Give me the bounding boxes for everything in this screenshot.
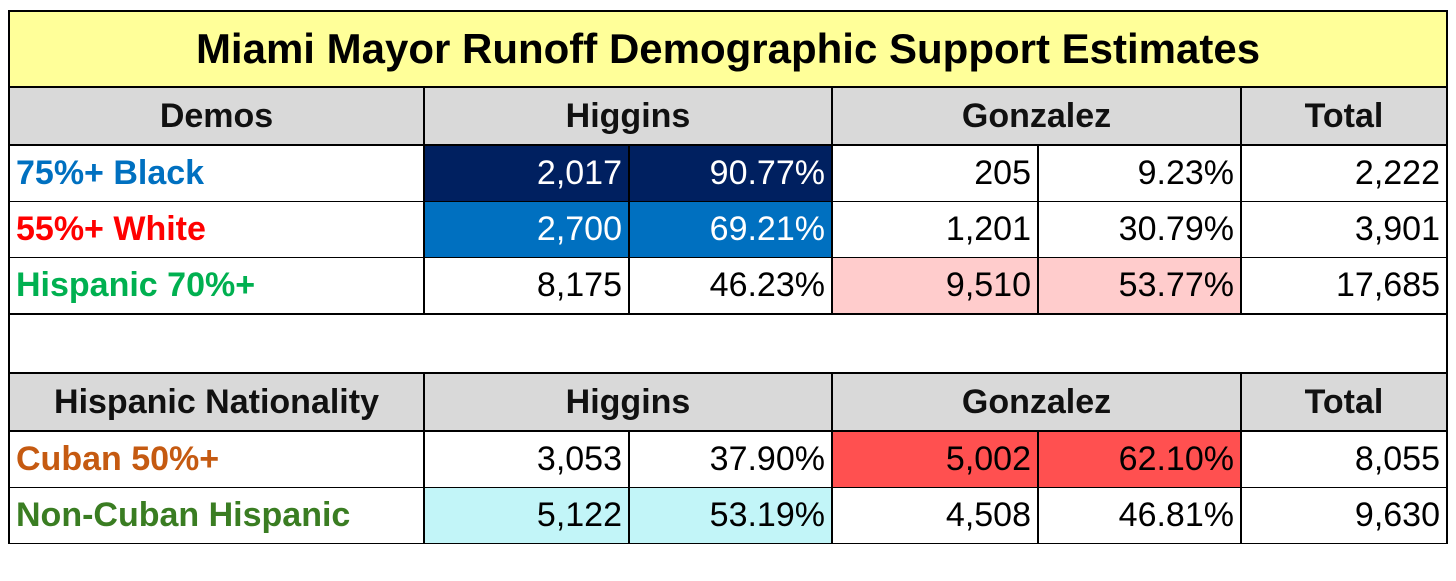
- row-label: Non-Cuban Hispanic: [8, 487, 425, 544]
- data-cell: 8,175: [423, 257, 630, 315]
- data-cell: 4,508: [831, 487, 1039, 544]
- row-label: 55%+ White: [8, 201, 425, 258]
- data-row: Cuban 50%+ 3,053 37.90% 5,002 62.10% 8,055: [8, 430, 1449, 488]
- data-cell: 205: [831, 144, 1039, 202]
- header-cell: Total: [1239, 372, 1449, 432]
- data-cell: 2,222: [1239, 144, 1449, 202]
- data-cell: 2,017: [423, 144, 630, 202]
- data-cell: 5,122: [423, 487, 630, 544]
- spacer-row: [7, 313, 1449, 374]
- data-cell: 5,002: [831, 430, 1039, 488]
- row-label: 75%+ Black: [8, 144, 425, 202]
- data-cell: 46.81%: [1037, 487, 1242, 544]
- data-cell: 17,685: [1239, 257, 1449, 315]
- data-cell: 37.90%: [628, 430, 833, 488]
- header-cell: Higgins: [423, 86, 833, 146]
- header-cell: Demos: [8, 86, 425, 146]
- data-cell: 53.19%: [628, 487, 833, 544]
- data-cell: 9,630: [1239, 487, 1449, 544]
- data-cell: 90.77%: [628, 144, 833, 202]
- data-cell: 1,201: [831, 201, 1039, 258]
- support-table: Miami Mayor Runoff Demographic Support E…: [7, 10, 1449, 544]
- data-cell: 30.79%: [1037, 201, 1242, 258]
- header-cell: Higgins: [423, 372, 833, 432]
- spacer-cell: [7, 313, 1449, 374]
- data-row: Non-Cuban Hispanic 5,122 53.19% 4,508 46.81%…: [8, 487, 1449, 544]
- data-cell: 9.23%: [1037, 144, 1242, 202]
- data-row: Hispanic 70%+ 8,175 46.23% 9,510 53.77% 17,68…: [8, 257, 1449, 315]
- data-cell: 53.77%: [1037, 257, 1242, 315]
- header-row: Hispanic Nationality Higgins Gonzalez Total: [8, 372, 1449, 432]
- data-cell: 3,053: [423, 430, 630, 488]
- data-row: 55%+ White 2,700 69.21% 1,201 30.79% 3,901: [8, 201, 1449, 258]
- data-cell: 8,055: [1239, 430, 1449, 488]
- header-cell: Gonzalez: [831, 372, 1242, 432]
- row-label: Hispanic 70%+: [8, 257, 425, 315]
- data-cell: 46.23%: [628, 257, 833, 315]
- table-title: Miami Mayor Runoff Demographic Support E…: [7, 10, 1449, 88]
- header-cell: Hispanic Nationality: [8, 372, 425, 432]
- data-cell: 69.21%: [628, 201, 833, 258]
- data-cell: 3,901: [1239, 201, 1449, 258]
- header-row: Demos Higgins Gonzalez Total: [8, 86, 1449, 146]
- data-cell: 2,700: [423, 201, 630, 258]
- data-cell: 62.10%: [1037, 430, 1242, 488]
- data-cell: 9,510: [831, 257, 1039, 315]
- header-cell: Gonzalez: [831, 86, 1242, 146]
- data-row: 75%+ Black 2,017 90.77% 205 9.23% 2,222: [8, 144, 1449, 202]
- row-label: Cuban 50%+: [8, 430, 425, 488]
- header-cell: Total: [1239, 86, 1449, 146]
